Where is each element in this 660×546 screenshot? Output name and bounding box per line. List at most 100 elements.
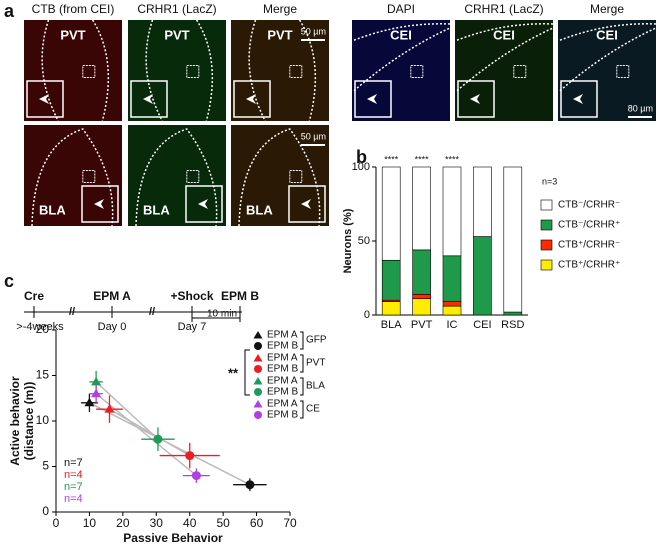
region-label: BLA — [246, 202, 273, 217]
column-header: CTB (from CEI) — [32, 2, 115, 16]
event-label: Cre — [24, 289, 44, 303]
legend-label: CTB⁺/CRHR⁺ — [558, 260, 620, 271]
x-tick-label: IC — [447, 319, 458, 331]
bar-segment — [412, 293, 431, 300]
x-tick-label: CEI — [473, 319, 491, 331]
time-label: Day 7 — [178, 321, 207, 333]
x-tick-label: 0 — [53, 516, 60, 530]
column-header: CRHR1 (LacZ) — [137, 2, 216, 16]
region-outline — [41, 19, 110, 122]
connector — [95, 393, 197, 477]
bar-segment — [442, 305, 462, 316]
x-tick-label: 60 — [250, 516, 264, 530]
y-tick-label: 0 — [364, 309, 370, 321]
y-tick-label: 100 — [352, 161, 370, 173]
panel-label: c — [4, 271, 14, 291]
event-label: EPM A — [93, 289, 131, 303]
inset-source — [186, 169, 200, 183]
point — [84, 397, 95, 407]
bar-segment — [381, 166, 401, 261]
bar-segment — [442, 255, 462, 302]
scale-bar-label: 50 µm — [301, 131, 326, 141]
legend-group: GFP — [306, 335, 327, 346]
bar-segment — [442, 166, 462, 257]
legend-bracket — [300, 331, 304, 350]
point — [91, 388, 102, 398]
region-label: PVT — [267, 27, 292, 42]
scale-bar-label: 50 µm — [301, 26, 326, 36]
arrowhead — [246, 94, 256, 104]
y-axis-label: Active behavior — [8, 376, 22, 466]
inset — [233, 80, 271, 118]
micrograph — [231, 125, 329, 226]
region-label: CEI — [390, 27, 412, 42]
micrograph — [24, 20, 122, 121]
bar-segment — [503, 311, 523, 316]
significance: **** — [384, 154, 399, 164]
region-outline — [353, 23, 451, 92]
point — [153, 434, 163, 444]
n-label: n=4 — [64, 469, 83, 481]
column-header: CRHR1 (LacZ) — [464, 2, 543, 16]
legend-bracket — [300, 400, 304, 419]
inset — [130, 80, 168, 118]
connector — [95, 381, 159, 440]
point — [191, 471, 201, 481]
significance-bracket — [244, 349, 250, 396]
event-label: EPM B — [221, 289, 259, 303]
inset-source — [289, 64, 303, 78]
legend-group: PVT — [306, 358, 325, 369]
significance: **** — [445, 154, 460, 164]
region-label: PVT — [60, 27, 85, 42]
legend-label: EPM A — [267, 376, 298, 387]
inset-source — [289, 169, 303, 183]
inset-source — [513, 64, 527, 78]
duration-bracket — [191, 317, 241, 322]
region-label: CEI — [596, 27, 618, 42]
region-outline — [238, 128, 321, 227]
y-tick-label: 20 — [36, 322, 50, 336]
region-outline — [559, 23, 657, 92]
micrograph — [352, 20, 450, 121]
inset — [81, 185, 119, 223]
y-tick-label: 10 — [36, 413, 50, 427]
note: n=3 — [542, 176, 557, 186]
inset-source — [82, 169, 96, 183]
y-axis-label: (distance (m)) — [22, 382, 36, 461]
significance: ** — [228, 365, 239, 380]
inset — [457, 80, 495, 118]
micrograph — [128, 20, 226, 121]
x-tick-label: BLA — [381, 319, 402, 331]
x-tick-label: PVT — [411, 319, 433, 331]
region-outline — [135, 128, 218, 227]
column-header: Merge — [263, 2, 297, 16]
arrowhead — [39, 94, 49, 104]
micrograph — [231, 20, 329, 121]
bar-segment — [412, 249, 431, 295]
x-tick-label: 40 — [183, 516, 197, 530]
bar-segment — [473, 236, 492, 316]
column-header: Merge — [590, 2, 624, 16]
n-label: n=7 — [64, 457, 83, 469]
inset — [354, 80, 392, 118]
legend-label: EPM A — [267, 399, 298, 410]
legend-marker — [253, 400, 263, 408]
inset — [185, 185, 223, 223]
time-label: Day 0 — [98, 321, 127, 333]
point — [245, 480, 255, 490]
inset-source — [82, 64, 96, 78]
legend-label: CTB⁻/CRHR⁺ — [558, 220, 620, 231]
inset-source — [186, 64, 200, 78]
event-label: +Shock — [170, 289, 213, 303]
duration-label: 10 min — [207, 309, 237, 320]
panel-label: b — [356, 147, 367, 167]
region-outline — [456, 23, 554, 92]
region-outline — [145, 19, 214, 122]
legend-group: BLA — [306, 381, 325, 392]
legend-label: CTB⁺/CRHR⁻ — [558, 240, 620, 251]
legend-label: EPM A — [267, 353, 298, 364]
legend-marker — [254, 365, 262, 373]
arrowhead — [470, 94, 480, 104]
legend-label: EPM A — [267, 330, 298, 341]
